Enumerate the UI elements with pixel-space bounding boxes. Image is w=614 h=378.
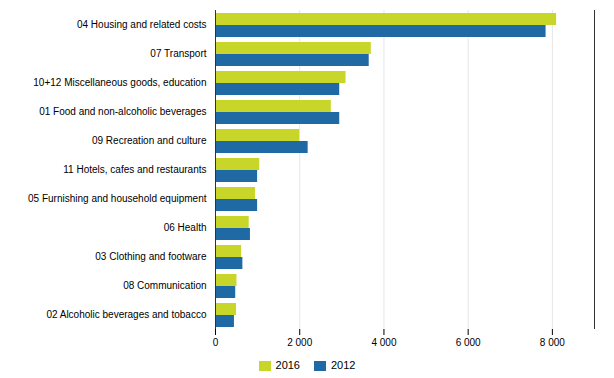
svg-text:08 Communication: 08 Communication xyxy=(123,280,206,291)
svg-text:03 Clothing and footware: 03 Clothing and footware xyxy=(95,251,207,262)
svg-text:07 Transport: 07 Transport xyxy=(150,48,206,59)
svg-text:04 Housing and related costs: 04 Housing and related costs xyxy=(77,19,207,30)
svg-text:06 Health: 06 Health xyxy=(164,222,207,233)
svg-text:2 000: 2 000 xyxy=(287,337,312,348)
svg-text:6 000: 6 000 xyxy=(456,337,481,348)
svg-text:0: 0 xyxy=(213,337,219,348)
svg-text:01 Food and non-alcoholic beve: 01 Food and non-alcoholic beverages xyxy=(39,106,206,117)
svg-text:4 000: 4 000 xyxy=(371,337,396,348)
svg-text:05 Furnishing and household eq: 05 Furnishing and household equipment xyxy=(28,193,207,204)
svg-text:11 Hotels, cafes and restauran: 11 Hotels, cafes and restaurants xyxy=(63,164,206,175)
svg-text:09 Recreation and culture: 09 Recreation and culture xyxy=(92,135,207,146)
svg-text:8 000: 8 000 xyxy=(540,337,565,348)
html-text:2012: 2012 xyxy=(331,359,356,371)
svg-text:02 Alcoholic beverages and tob: 02 Alcoholic beverages and tobacco xyxy=(46,309,207,320)
svg-text:10+12 Miscellaneous goods, edu: 10+12 Miscellaneous goods, education xyxy=(33,77,206,88)
html-text:2016: 2016 xyxy=(275,359,300,371)
